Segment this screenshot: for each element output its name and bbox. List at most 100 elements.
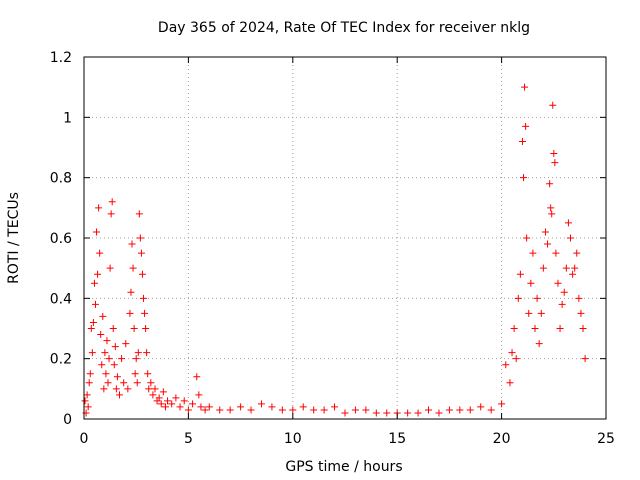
data-point — [111, 343, 119, 351]
data-point — [556, 325, 564, 332]
x-tick-label: 25 — [597, 431, 615, 447]
data-point — [126, 309, 134, 317]
data-point — [527, 279, 535, 287]
data-point — [144, 370, 152, 378]
data-point — [502, 361, 510, 369]
y-tick-label: 0.8 — [50, 171, 72, 187]
x-axis-title: GPS time / hours — [285, 459, 402, 475]
data-point — [362, 406, 370, 414]
data-point — [105, 355, 113, 363]
data-point — [257, 400, 265, 408]
data-point — [102, 370, 110, 378]
data-point — [98, 361, 106, 369]
data-point — [157, 400, 165, 408]
data-point — [193, 373, 201, 381]
data-point — [205, 403, 213, 411]
data-point — [184, 406, 192, 414]
data-point — [525, 309, 533, 317]
data-point — [122, 340, 130, 348]
data-point — [138, 270, 146, 278]
data-point — [547, 204, 555, 212]
data-point — [404, 409, 412, 417]
data-point — [81, 397, 89, 405]
data-point — [84, 403, 92, 411]
x-tick-label: 5 — [184, 431, 193, 447]
data-point — [518, 137, 526, 145]
y-tick-label: 0 — [63, 412, 72, 428]
data-point — [136, 234, 144, 242]
data-point — [89, 318, 97, 326]
grid-lines — [84, 57, 606, 419]
y-axis-title: ROTI / TECUs — [6, 192, 22, 284]
data-point — [180, 397, 188, 405]
data-point — [552, 249, 560, 257]
data-point — [558, 300, 566, 308]
data-point — [161, 403, 169, 411]
data-point — [564, 219, 572, 227]
data-point — [456, 406, 464, 414]
data-point — [372, 409, 380, 417]
data-point — [498, 400, 506, 408]
data-point — [93, 228, 101, 236]
y-tick-label: 1.2 — [50, 50, 72, 66]
data-point — [112, 385, 120, 393]
data-point — [531, 325, 539, 332]
data-point — [544, 240, 552, 248]
data-point — [289, 406, 297, 414]
data-point — [118, 355, 126, 363]
data-point — [577, 309, 585, 317]
data-point — [533, 294, 541, 302]
data-point — [278, 406, 286, 414]
data-point — [567, 234, 575, 242]
data-point — [96, 249, 104, 257]
data-point — [512, 355, 520, 363]
data-point — [551, 159, 559, 167]
data-point — [120, 379, 128, 387]
data-point — [477, 403, 485, 411]
data-point — [539, 264, 547, 272]
data-point — [103, 337, 111, 345]
data-point — [132, 355, 140, 363]
data-point — [414, 409, 422, 417]
data-point — [108, 198, 116, 206]
data-point — [99, 312, 107, 320]
data-point — [97, 331, 105, 339]
data-point — [90, 279, 98, 287]
data-point — [506, 379, 514, 387]
data-point — [341, 409, 349, 417]
data-point — [106, 264, 114, 272]
data-point — [145, 385, 153, 393]
x-tick-label: 0 — [80, 431, 89, 447]
data-points — [81, 83, 589, 417]
data-point — [141, 309, 149, 317]
x-tick-label: 10 — [284, 431, 302, 447]
data-point — [351, 406, 359, 414]
data-point — [247, 406, 255, 414]
x-axis-ticks: 0 5 10 15 20 25 — [80, 57, 615, 447]
data-point — [94, 270, 102, 278]
data-point — [100, 385, 108, 393]
y-tick-label: 1 — [63, 110, 72, 126]
data-point — [134, 349, 142, 357]
data-point — [107, 210, 115, 218]
data-point — [195, 391, 203, 399]
data-point — [109, 325, 117, 332]
data-point — [129, 264, 137, 272]
data-point — [149, 391, 157, 399]
data-point — [142, 325, 150, 332]
data-point — [520, 174, 528, 182]
data-point — [510, 325, 518, 332]
data-point — [237, 403, 245, 411]
data-point — [537, 309, 545, 317]
chart-title: Day 365 of 2024, Rate Of TEC Index for r… — [158, 20, 530, 36]
data-point — [164, 397, 172, 405]
data-point — [522, 122, 530, 130]
data-point — [299, 403, 307, 411]
data-point — [508, 349, 516, 357]
data-point — [201, 406, 209, 414]
data-point — [575, 294, 583, 302]
data-point — [466, 406, 474, 414]
data-point — [573, 249, 581, 257]
data-point — [95, 204, 103, 212]
